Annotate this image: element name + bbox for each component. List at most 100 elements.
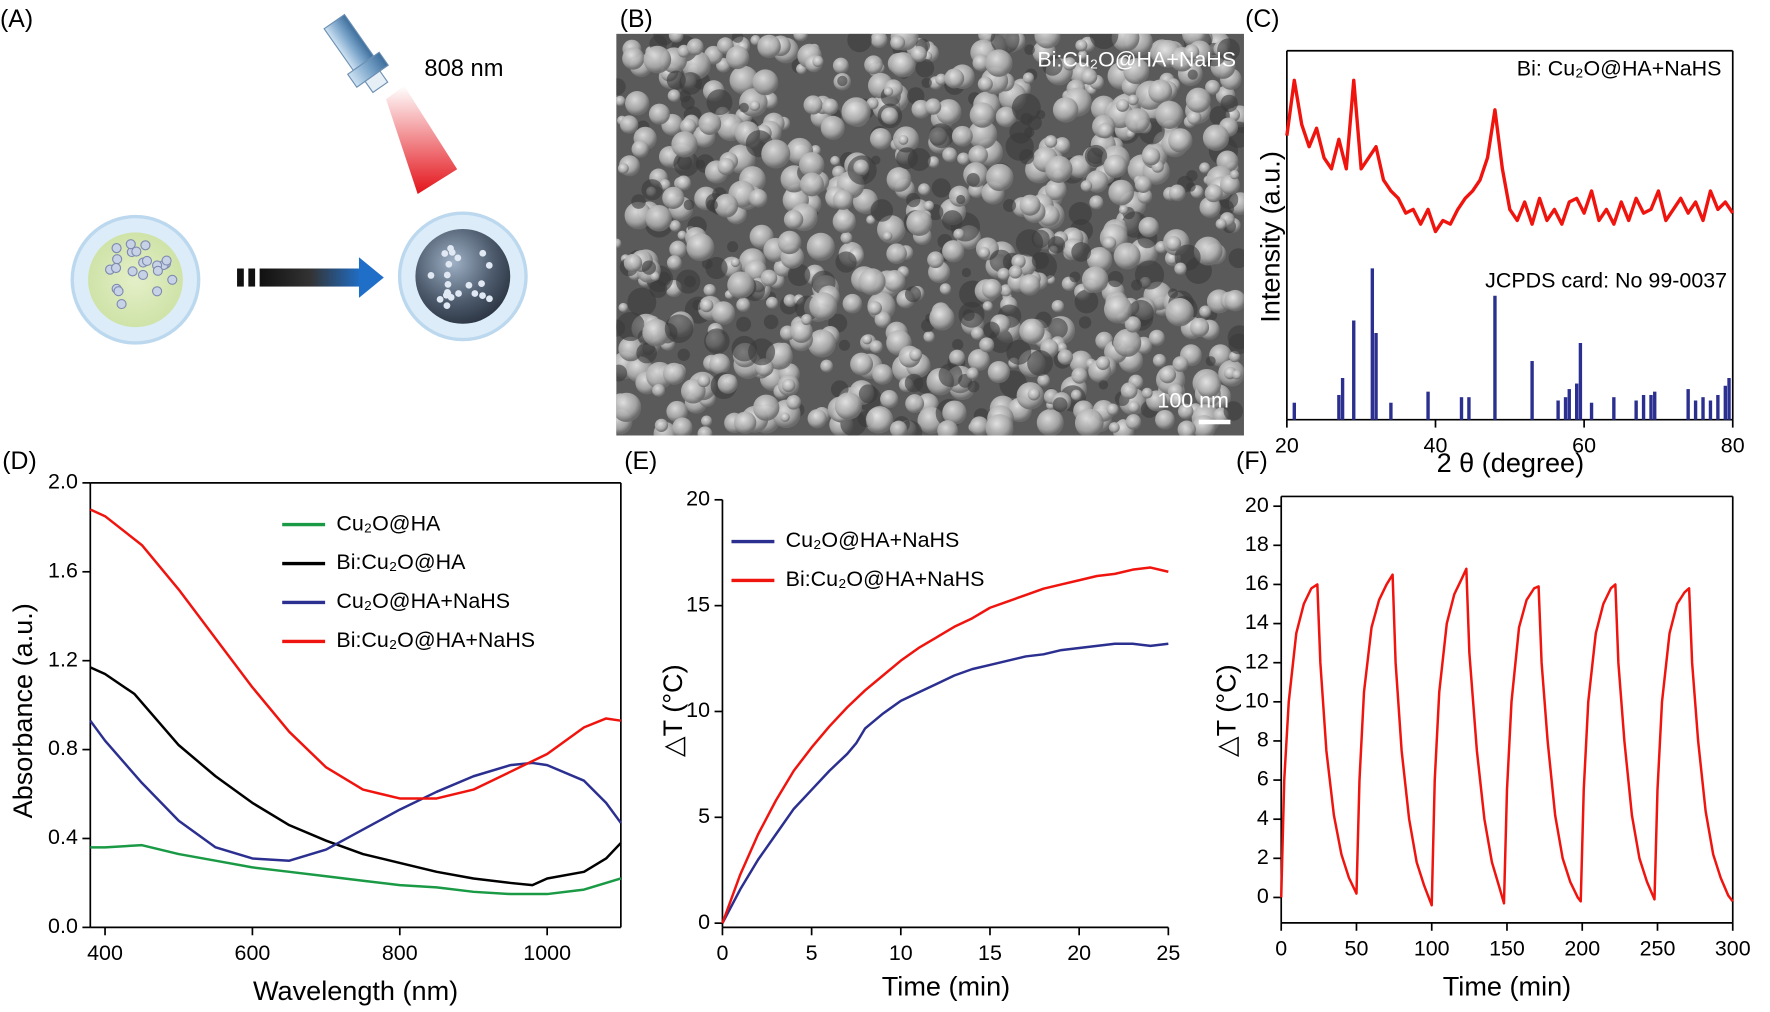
grain [834, 392, 863, 420]
grain [928, 123, 954, 149]
particle [127, 266, 138, 277]
grain [1080, 68, 1098, 85]
grain [1024, 44, 1035, 56]
grain [1031, 251, 1050, 270]
grain [1193, 236, 1223, 266]
grain [1022, 72, 1035, 84]
grain [1186, 182, 1196, 192]
grain [752, 69, 779, 96]
grain [698, 112, 722, 135]
particle [137, 269, 149, 281]
grain [942, 240, 965, 263]
grain [1009, 120, 1033, 144]
grain [867, 301, 882, 316]
grain [1220, 174, 1240, 195]
grain [1062, 57, 1077, 71]
grain [714, 193, 739, 218]
grain [807, 329, 836, 358]
grain [942, 147, 958, 163]
grain [1205, 356, 1216, 367]
grain [1098, 380, 1109, 390]
particle [455, 290, 462, 297]
legend-label: Cu₂O@HA+NaHS [786, 528, 960, 552]
grain [881, 107, 899, 125]
grain [1031, 229, 1050, 248]
grain [783, 294, 797, 308]
grain [1217, 38, 1240, 62]
x-tick-label: 800 [382, 941, 418, 965]
grain [1075, 39, 1088, 52]
particle [479, 249, 487, 257]
grain [636, 342, 657, 364]
grain [749, 100, 761, 112]
y-tick-label: 6 [1257, 767, 1269, 791]
grain [961, 267, 972, 278]
grain [1168, 184, 1186, 202]
grain [697, 426, 713, 436]
grain [1127, 94, 1139, 106]
grain [668, 33, 684, 43]
grain [832, 189, 854, 210]
x-tick-label: 20 [1067, 941, 1091, 965]
legend-label: Cu₂O@HA [336, 511, 441, 535]
grain [654, 418, 669, 432]
grain [1123, 58, 1150, 85]
grain [972, 54, 990, 72]
grain [1227, 325, 1244, 350]
grain [1084, 144, 1108, 168]
grain [904, 373, 924, 393]
grain [1037, 374, 1050, 387]
grain [697, 374, 711, 388]
grain [1202, 124, 1230, 151]
arrow-dash [237, 268, 244, 287]
particle [441, 250, 449, 257]
grain [763, 314, 779, 330]
grain [677, 230, 687, 240]
grain [717, 157, 735, 176]
grain [757, 34, 781, 59]
grain [787, 263, 811, 287]
grain [748, 338, 776, 366]
grain [898, 134, 909, 145]
x-tick-label: 250 [1640, 937, 1676, 961]
grain [1054, 137, 1071, 154]
grain [701, 415, 713, 427]
x-axis-label: Time (min) [1443, 970, 1571, 1001]
grain [1152, 353, 1167, 368]
grain [616, 78, 626, 96]
micelle-core [88, 232, 183, 328]
x-axis-label: Time (min) [882, 970, 1010, 1001]
grain [874, 311, 891, 328]
grain [1172, 356, 1189, 372]
grain [832, 57, 849, 74]
grain [1187, 69, 1198, 80]
grain [616, 95, 626, 107]
grain [942, 210, 963, 231]
particle [448, 249, 456, 256]
grain [978, 247, 991, 259]
x-tick-label: 5 [806, 941, 818, 965]
grain [1199, 305, 1212, 318]
grain [677, 348, 690, 361]
y-tick-label: 18 [1245, 532, 1269, 556]
grain [944, 68, 965, 89]
grain [904, 286, 922, 303]
y-tick-label: 0.0 [48, 914, 78, 938]
grain [835, 251, 857, 273]
particle [116, 299, 127, 310]
y-tick-label: 20 [1245, 493, 1269, 517]
grain [951, 125, 973, 147]
grain [686, 233, 715, 262]
grain [942, 400, 967, 425]
x-axis-label: Wavelength (nm) [253, 975, 458, 1006]
particle [111, 243, 122, 254]
data-line [89, 508, 622, 800]
x-tick-label: 20 [1275, 433, 1299, 457]
grain [997, 267, 1010, 281]
grain [1138, 216, 1159, 238]
grain [760, 269, 778, 287]
grain [866, 406, 894, 434]
particles [427, 244, 493, 310]
grain [821, 98, 839, 115]
x-tick-label: 150 [1489, 937, 1525, 961]
